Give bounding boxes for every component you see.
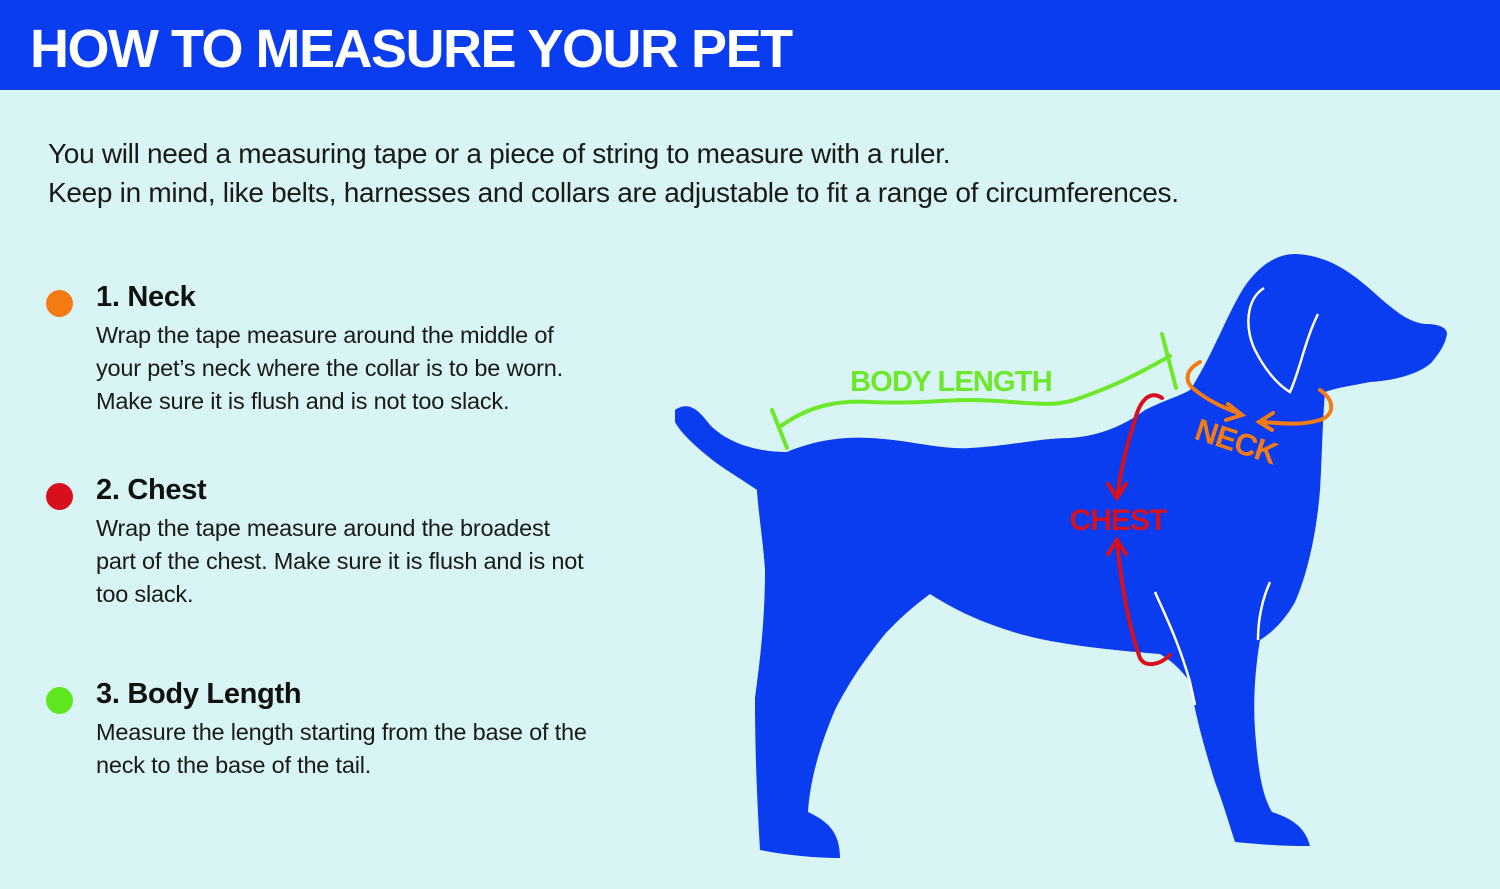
leg-line xyxy=(1153,591,1197,706)
ear-outline xyxy=(1247,286,1320,394)
intro-text: You will need a measuring tape or a piec… xyxy=(48,134,1179,212)
dog-silhouette xyxy=(675,254,1447,858)
body-length-tick-tail xyxy=(770,408,789,450)
step-description: Wrap the tape measure around the middle … xyxy=(96,319,563,418)
step-line: Make sure it is flush and is not too sla… xyxy=(96,388,510,414)
neck-arrow-left xyxy=(1185,360,1247,422)
neck-measure xyxy=(1185,360,1334,432)
chest-arrow-down xyxy=(1106,393,1164,502)
step-description: Measure the length starting from the bas… xyxy=(96,716,587,782)
neck-arrow-right xyxy=(1255,388,1334,432)
step-title: 1. Neck xyxy=(96,281,196,313)
red-bullet-icon xyxy=(46,483,73,510)
body-length-label: BODY LENGTH xyxy=(850,366,1052,398)
step-title: 3. Body Length xyxy=(96,678,302,710)
step-line: your pet’s neck where the collar is to b… xyxy=(96,355,563,381)
intro-line-2: Keep in mind, like belts, harnesses and … xyxy=(48,177,1179,208)
chest-label: CHEST xyxy=(1070,504,1167,537)
body-length-curve xyxy=(779,354,1172,428)
step-line: too slack. xyxy=(96,581,194,607)
step-line: Wrap the tape measure around the broades… xyxy=(96,515,550,541)
chest-arrow-up xyxy=(1106,536,1172,667)
step-line: part of the chest. Make sure it is flush… xyxy=(96,548,584,574)
green-bullet-icon xyxy=(46,687,73,714)
intro-line-1: You will need a measuring tape or a piec… xyxy=(48,138,951,169)
step-line: Measure the length starting from the bas… xyxy=(96,719,587,745)
step-title: 2. Chest xyxy=(96,474,207,506)
chest-measure xyxy=(1106,393,1172,667)
body-length-tick-neck xyxy=(1160,332,1178,390)
body-length-measure xyxy=(770,332,1178,450)
orange-bullet-icon xyxy=(46,290,73,317)
step-line: neck to the base of the tail. xyxy=(96,752,372,778)
page-title: HOW TO MEASURE YOUR PET xyxy=(30,19,793,79)
step-line: Wrap the tape measure around the middle … xyxy=(96,322,554,348)
leg-line xyxy=(1256,581,1272,641)
header-banner: HOW TO MEASURE YOUR PET xyxy=(0,0,1500,90)
step-description: Wrap the tape measure around the broades… xyxy=(96,512,584,611)
